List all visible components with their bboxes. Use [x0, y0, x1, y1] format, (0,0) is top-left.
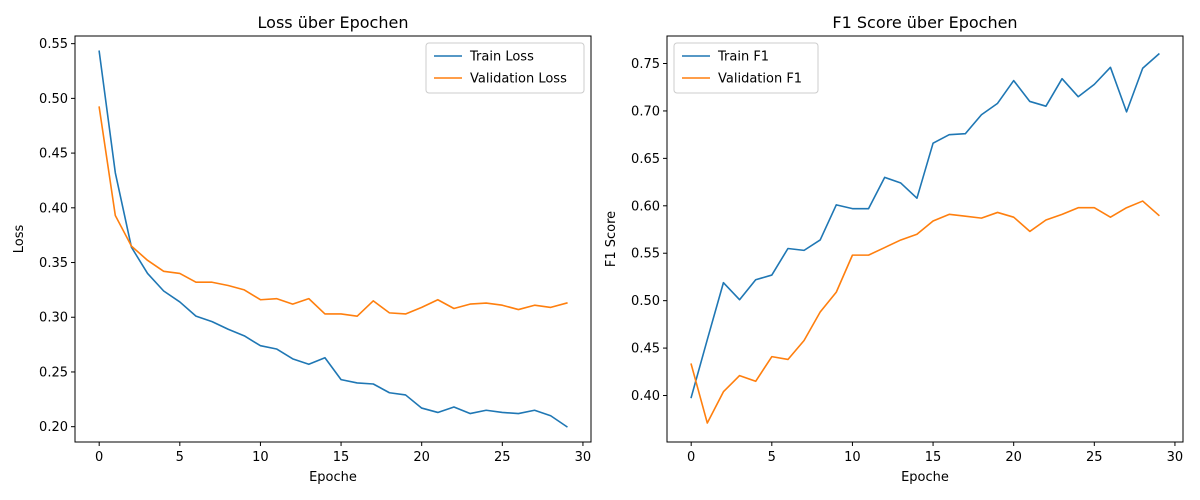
y-tick-label: 0.45: [631, 342, 660, 357]
chart-title: F1 Score über Epochen: [832, 13, 1017, 32]
series-line-train-loss: [98, 50, 568, 428]
chart-1: F1 Score über Epochen 0 5 10 15 20 25 30 0.40 0.4…: [604, 13, 1184, 485]
y-axis-label: F1 Score: [604, 211, 619, 267]
y-tick-label: 0.40: [39, 201, 68, 216]
legend-label: Validation F1: [718, 72, 802, 87]
legend: Train F1 Validation F1: [673, 42, 819, 94]
x-tick-label: 15: [333, 450, 350, 465]
series-line-train-f1: [690, 52, 1160, 399]
series-line-validation-f1: [690, 200, 1160, 424]
x-tick-label: 10: [252, 450, 269, 465]
series-line-validation-loss: [98, 106, 568, 317]
x-tick-label: 20: [1005, 450, 1022, 465]
y-tick-label: 0.60: [631, 199, 660, 214]
y-tick-label: 0.50: [39, 92, 68, 107]
x-tick-label: 25: [494, 450, 511, 465]
chart-title: Loss über Epochen: [258, 13, 409, 32]
legend-label: Train Loss: [469, 50, 534, 65]
y-tick-label: 0.30: [39, 311, 68, 326]
x-tick-label: 10: [844, 450, 861, 465]
y-tick-label: 0.40: [631, 389, 660, 404]
chart-0: Loss über Epochen 0 5 10 15 20 25 30 0.20 0.25 0.3…: [12, 13, 592, 485]
x-axis-label: Epoche: [309, 470, 357, 485]
legend: Train Loss Validation Loss: [425, 42, 585, 94]
x-tick-label: 0: [687, 450, 695, 465]
y-tick-label: 0.50: [631, 294, 660, 309]
legend-box: [425, 42, 585, 94]
x-axis-label: Epoche: [901, 470, 949, 485]
x-tick-label: 25: [1086, 450, 1103, 465]
x-tick-label: 0: [95, 450, 103, 465]
plot-frame: [666, 35, 1184, 443]
x-tick-label: 5: [768, 450, 776, 465]
y-tick-label: 0.55: [631, 247, 660, 262]
y-tick-label: 0.45: [39, 147, 68, 162]
y-tick-label: 0.70: [631, 104, 660, 119]
legend-label: Train F1: [717, 50, 769, 65]
y-tick-label: 0.75: [631, 57, 660, 72]
x-tick-label: 15: [925, 450, 942, 465]
y-tick-label: 0.65: [631, 152, 660, 167]
y-axis-label: Loss: [12, 225, 27, 254]
y-tick-label: 0.25: [39, 365, 68, 380]
plot-frame: [74, 35, 592, 443]
x-tick-label: 5: [176, 450, 184, 465]
x-tick-label: 30: [1167, 450, 1184, 465]
x-tick-label: 30: [575, 450, 592, 465]
x-tick-label: 20: [413, 450, 430, 465]
y-tick-label: 0.55: [39, 37, 68, 52]
y-tick-label: 0.35: [39, 256, 68, 271]
y-tick-label: 0.20: [39, 420, 68, 435]
legend-label: Validation Loss: [470, 72, 567, 87]
